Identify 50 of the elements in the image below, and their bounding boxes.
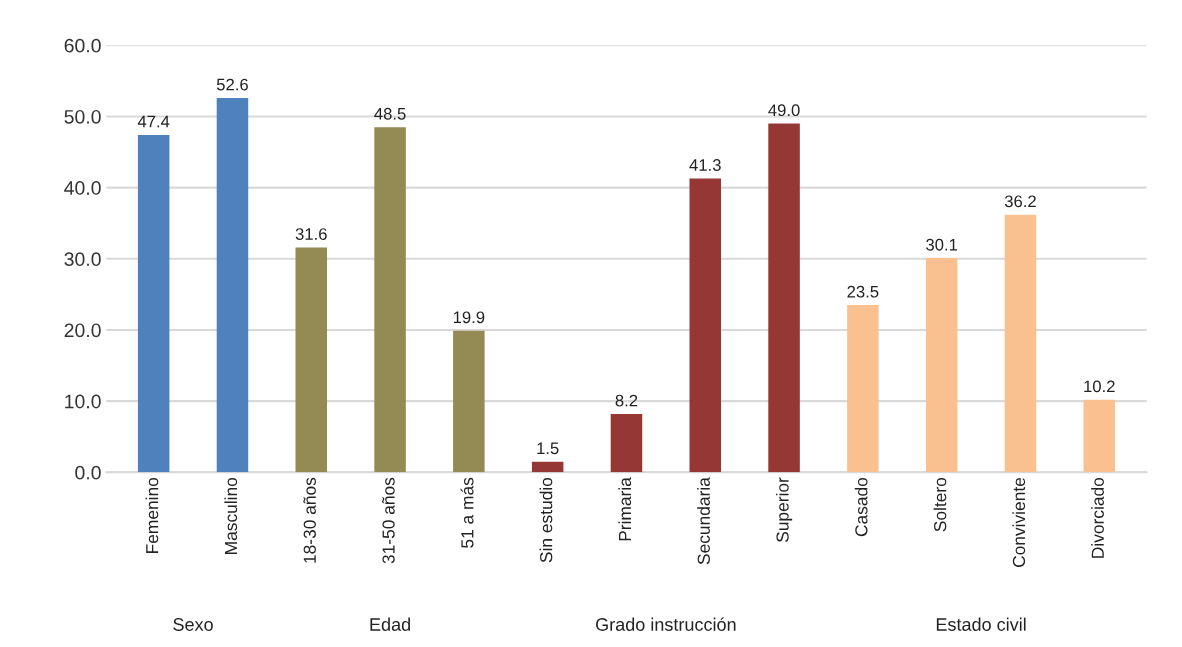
data-label: 23.5 <box>847 285 879 298</box>
data-label: 41.3 <box>689 159 721 171</box>
bar <box>847 305 879 473</box>
x-tick-label: Conviviente <box>1012 477 1026 567</box>
x-tick-label: Primaria <box>618 477 632 541</box>
x-tick-label: Soltero <box>933 477 947 532</box>
x-tick-label: Masculino <box>224 477 238 554</box>
x-tick-label: Casado <box>854 477 868 537</box>
x-tick-label: Femenino <box>145 477 159 553</box>
data-label: 48.5 <box>374 107 406 120</box>
text: Grado instrucción <box>596 617 736 631</box>
text: Edad <box>370 617 410 631</box>
y-tick-label: 20.0 <box>64 323 101 338</box>
y-tick-label: 30.0 <box>64 252 101 267</box>
data-label: 49.0 <box>768 104 800 117</box>
data-label: 52.6 <box>216 78 248 91</box>
bar <box>216 97 249 473</box>
data-label: 8.2 <box>615 394 638 407</box>
data-label: 1.5 <box>537 442 559 455</box>
bar <box>689 178 722 473</box>
y-tick-label: 50.0 <box>64 109 101 124</box>
bar <box>1004 214 1037 473</box>
y-tick-label: 10.0 <box>65 394 101 409</box>
x-tick-label: 31-50 años <box>382 477 395 564</box>
y-tick-label: 60.0 <box>64 38 101 53</box>
x-tick-label: Secundaria <box>697 477 710 565</box>
bar <box>610 413 643 473</box>
x-tick-label: Sin estudio <box>539 477 553 563</box>
x-tick-label: 18-30 años <box>303 477 316 563</box>
y-tick-label: 40.0 <box>64 181 101 195</box>
data-label: 19.9 <box>453 311 485 324</box>
bar <box>1083 399 1116 473</box>
x-tick-label: 51 a más <box>460 477 474 548</box>
bar <box>925 258 958 473</box>
data-label: 30.1 <box>926 238 958 251</box>
bar <box>453 330 485 473</box>
bar <box>531 461 564 473</box>
text: Estado civil <box>936 617 1026 631</box>
data-label: 47.4 <box>137 115 170 128</box>
data-label: 36.2 <box>1004 195 1036 208</box>
data-label: 31.6 <box>295 228 327 240</box>
data-label: 10.2 <box>1084 380 1115 393</box>
y-tick-label: 0.0 <box>75 465 101 480</box>
bar <box>374 127 406 473</box>
bar <box>137 134 170 473</box>
x-tick-label: Superior <box>775 477 793 542</box>
x-tick-label: Divorciado <box>1091 477 1104 558</box>
text: Sexo <box>173 618 213 631</box>
bar <box>295 247 328 473</box>
bar <box>768 123 800 473</box>
